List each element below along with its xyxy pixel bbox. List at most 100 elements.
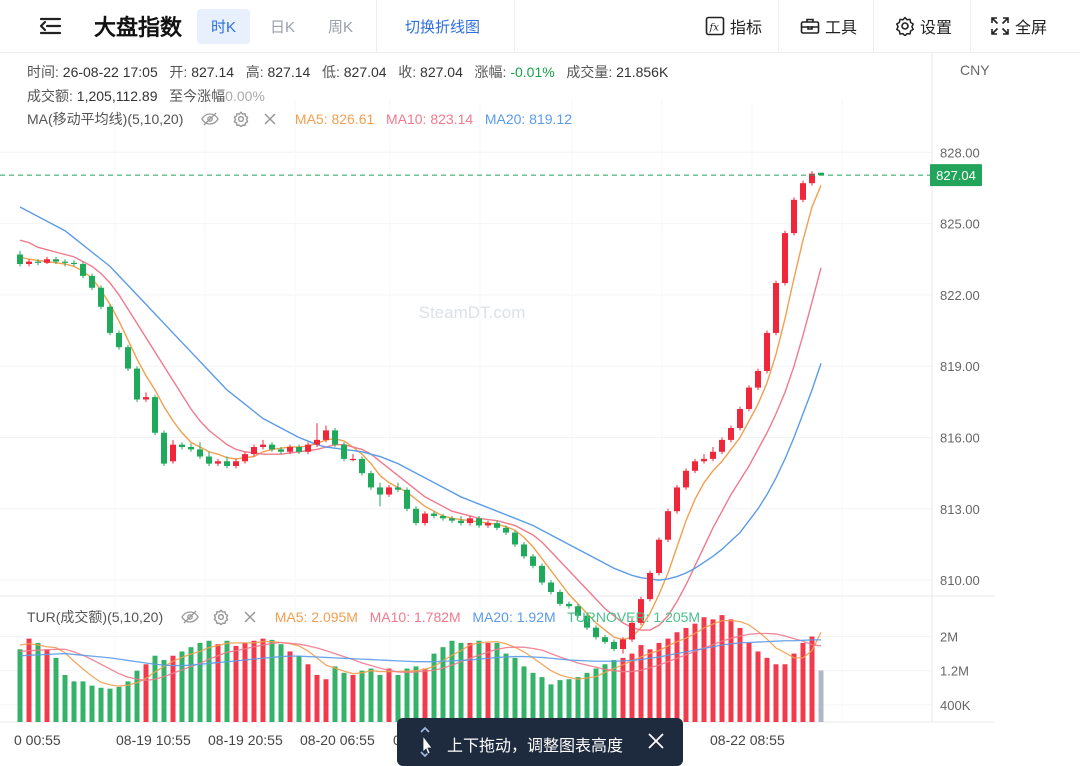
candle (557, 589, 563, 607)
volume-bar (404, 668, 410, 722)
divider (873, 0, 874, 52)
candle (26, 259, 32, 267)
candle-body (377, 487, 383, 495)
change-value: -0.01% (510, 64, 555, 80)
candle-body (665, 511, 671, 540)
volume-bar (116, 686, 122, 722)
volume-bar (350, 674, 356, 722)
volume-bar (53, 657, 59, 722)
collapse-menu-icon[interactable] (36, 0, 64, 52)
tools-button[interactable]: 工具 (800, 0, 857, 52)
volume-bar (314, 674, 320, 722)
volume-tick-label: 2M (940, 629, 958, 644)
candlestick-chart[interactable]: SteamDT.com 828.00 825.00 822.00 819.00 816.… (0, 52, 1080, 762)
volume-bar (476, 640, 482, 722)
fullscreen-icon (990, 16, 1010, 36)
last-price-tag (930, 164, 982, 187)
ma10-line (19, 239, 822, 631)
settings-button[interactable]: 设置 (895, 0, 952, 52)
drag-handle-icon[interactable] (415, 724, 435, 765)
candle (350, 454, 356, 462)
gear-icon[interactable] (213, 609, 229, 628)
tab-hour-k[interactable]: 时K (197, 9, 250, 44)
volume-bar (17, 649, 23, 722)
candle (773, 280, 779, 336)
candle-body (98, 287, 104, 307)
gear-icon[interactable] (233, 111, 249, 130)
candle-body (125, 347, 131, 369)
candle (656, 537, 662, 576)
volume-bar (224, 640, 230, 722)
currency-label: CNY (960, 62, 990, 78)
volume-bar (170, 655, 176, 722)
switch-line-chart-button[interactable]: 切换折线图 (405, 18, 481, 36)
volume-bar (188, 647, 194, 722)
divider (778, 0, 779, 52)
candle-body (89, 275, 95, 288)
volume-label: 成交量: (566, 64, 613, 80)
volume-bar (548, 684, 554, 722)
tur-ma10-value: MA10: 1.782M (369, 609, 461, 625)
candle (458, 515, 464, 526)
candle-body (575, 606, 581, 616)
volume-bar (206, 640, 212, 722)
candle (629, 618, 635, 642)
candle (476, 515, 482, 528)
volume-bar (440, 647, 446, 722)
candle-body (143, 397, 149, 400)
candle (728, 425, 734, 443)
price-tick-label: 822.00 (940, 288, 980, 303)
close-icon[interactable] (263, 112, 277, 129)
candle-body (485, 523, 491, 526)
candle-body (584, 615, 590, 628)
eye-off-icon[interactable] (181, 610, 199, 627)
volume-bar (818, 670, 824, 722)
candle-body (269, 444, 275, 450)
watermark: SteamDT.com (419, 303, 526, 322)
candle (305, 442, 311, 455)
tab-day-k[interactable]: 日K (269, 19, 295, 36)
x-tick-label: 08-19 10:55 (116, 732, 191, 748)
volume-bar (242, 642, 248, 722)
volume-bar (800, 642, 806, 722)
indicators-button[interactable]: fx 指标 (705, 0, 762, 52)
volume-bar (134, 670, 140, 722)
candle-body (197, 449, 203, 457)
candle-body (350, 458, 356, 461)
candle (530, 553, 536, 569)
volume-bar (665, 638, 671, 722)
volume-bar (332, 666, 338, 722)
volume-bar (413, 666, 419, 722)
candle (62, 259, 68, 267)
candle (422, 511, 428, 526)
candle-body (737, 408, 743, 428)
fullscreen-button[interactable]: 全屏 (990, 0, 1047, 52)
volume-bar (746, 642, 752, 722)
volume-bar (791, 653, 797, 722)
volume-bar (737, 627, 743, 722)
ma10-value: MA10: 823.14 (385, 111, 474, 127)
candle (260, 439, 266, 450)
candle-body (431, 513, 437, 516)
top-toolbar: 大盘指数 时K 日K 周K 切换折线图 fx 指标 工具 设置 全屏 (0, 0, 1080, 53)
candle-body (764, 332, 770, 371)
candle (494, 520, 500, 531)
eye-off-icon[interactable] (201, 112, 219, 129)
candle-body (359, 458, 365, 474)
candle-body (35, 261, 41, 263)
close-icon[interactable] (243, 610, 257, 627)
candle (647, 570, 653, 602)
candle-body (647, 572, 653, 600)
tab-week-k[interactable]: 周K (327, 19, 353, 36)
volume-bar (755, 651, 761, 722)
volume-bar (431, 653, 437, 722)
candle-body (152, 397, 158, 433)
candle-body (818, 172, 824, 176)
candle (683, 468, 689, 490)
volume-bar (503, 653, 509, 722)
low-value: 827.04 (343, 64, 387, 80)
ma5-line (19, 185, 822, 641)
close-icon[interactable] (647, 732, 665, 755)
volume-bar (323, 679, 329, 722)
candle (35, 259, 41, 266)
